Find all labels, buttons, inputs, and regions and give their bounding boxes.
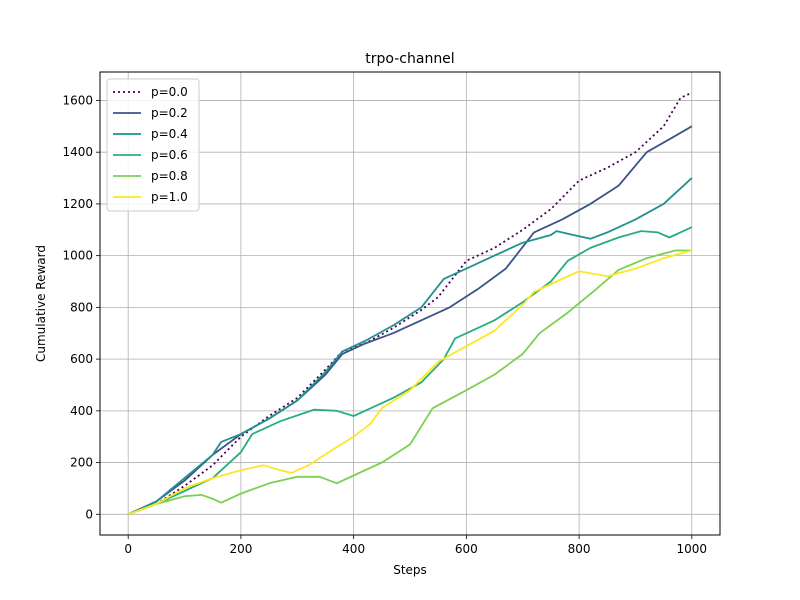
y-tick-label: 1600 xyxy=(62,93,93,107)
legend-label-0: p=0.0 xyxy=(151,85,188,99)
y-axis-label: Cumulative Reward xyxy=(34,245,48,362)
series-line-1 xyxy=(127,125,693,516)
legend-label-5: p=1.0 xyxy=(151,190,188,204)
series-line-2 xyxy=(127,177,693,516)
x-tick-label: 200 xyxy=(229,542,252,556)
legend-label-4: p=0.8 xyxy=(151,169,188,183)
x-tick-label: 400 xyxy=(342,542,365,556)
legend-label-3: p=0.6 xyxy=(151,148,188,162)
series-line-3 xyxy=(127,226,693,516)
chart-title: trpo-channel xyxy=(365,51,454,67)
y-tick-label: 800 xyxy=(70,300,93,314)
x-tick-label: 1000 xyxy=(677,542,708,556)
series-line-5 xyxy=(127,249,693,516)
y-tick-label: 400 xyxy=(70,404,93,418)
series-group xyxy=(127,91,693,516)
plot-frame xyxy=(99,71,721,536)
legend-label-1: p=0.2 xyxy=(151,106,188,120)
ticks: 0 200 400 600 800 1000 0 200 400 600 800 1000 1200 14… xyxy=(62,93,707,556)
y-tick-label: 1200 xyxy=(62,197,93,211)
legend: p=0.0 p=0.2 p=0.4 p=0.6 p=0.8 p=1.0 xyxy=(106,78,200,212)
series-line-0 xyxy=(127,91,693,516)
x-tick-label: 800 xyxy=(568,542,591,556)
x-axis-label: Steps xyxy=(393,563,427,577)
x-tick-label: 600 xyxy=(455,542,478,556)
y-tick-label: 200 xyxy=(70,456,93,470)
y-tick-label: 1000 xyxy=(62,249,93,263)
x-tick-label: 0 xyxy=(124,542,132,556)
legend-label-2: p=0.4 xyxy=(151,127,188,141)
y-tick-label: 1400 xyxy=(62,145,93,159)
series-line-4 xyxy=(127,249,692,516)
y-tick-label: 600 xyxy=(70,352,93,366)
y-tick-label: 0 xyxy=(85,507,93,521)
legend-box xyxy=(106,78,200,212)
